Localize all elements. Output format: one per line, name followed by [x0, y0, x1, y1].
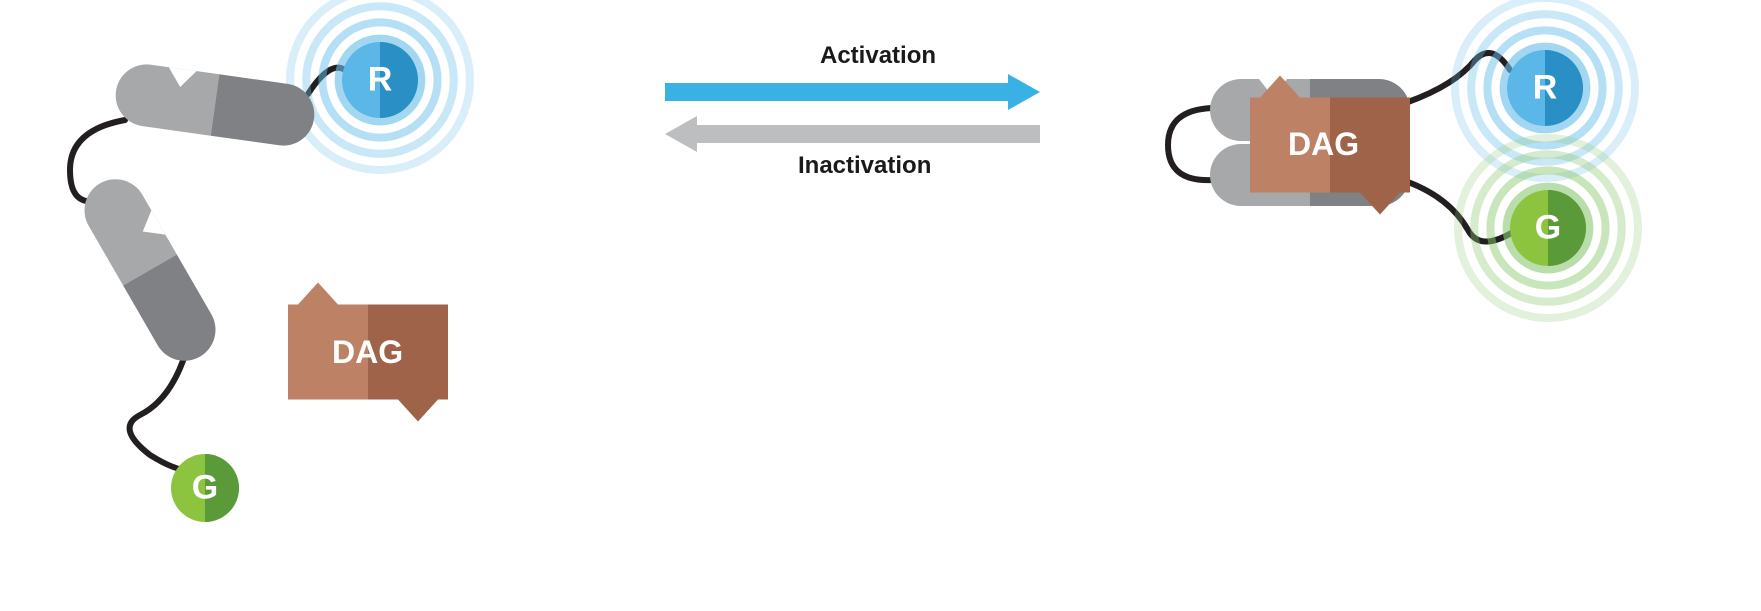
g-left-letter: G: [192, 469, 218, 508]
r-right-letter: R: [1533, 69, 1558, 108]
g-right-letter: G: [1535, 209, 1561, 248]
diagram-canvas: [0, 0, 1761, 611]
activation-label: Activation: [820, 42, 936, 70]
linker-left-to-G: [130, 355, 202, 470]
dag-left-label: DAG: [332, 334, 403, 371]
inactivation-arrow: [665, 116, 1040, 152]
linker-right-between-domains: [1168, 108, 1212, 180]
protein-domain-left-lower: [73, 168, 227, 372]
dag-right-label: DAG: [1288, 126, 1359, 163]
inactivation-label: Inactivation: [798, 152, 931, 180]
r-left-letter: R: [368, 61, 393, 100]
activation-arrow: [665, 74, 1040, 110]
